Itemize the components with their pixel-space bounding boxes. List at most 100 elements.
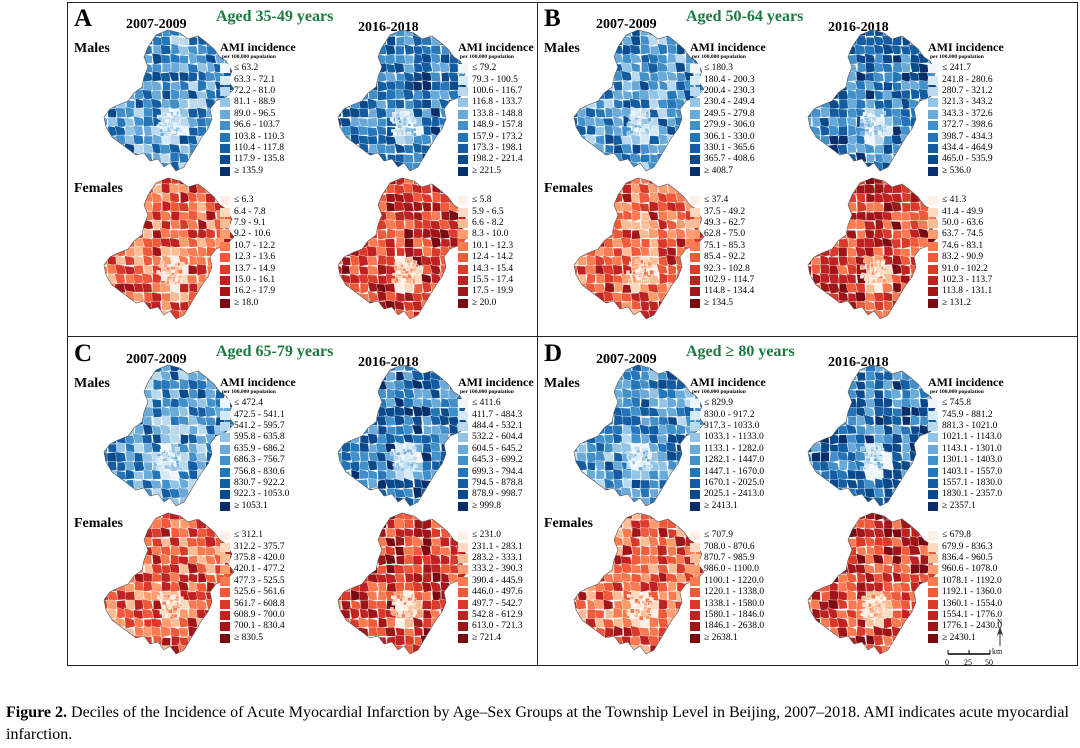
legend-row: 333.2 - 390.3 [458,564,558,575]
township-region [341,256,351,266]
township-region [873,458,878,462]
legend-label: 241.8 - 280.6 [942,74,993,85]
township-region [132,30,145,38]
legend-label: ≤ 63.2 [234,63,259,74]
township-region [341,591,352,601]
township-region [422,281,432,294]
township-region [224,30,234,38]
township-region [107,152,118,165]
legend-swatch [458,64,468,74]
legend-row: 15.0 - 16.1 [220,275,320,286]
township-region [808,300,813,313]
township-region [420,318,433,319]
township-region [359,461,370,471]
legend-label: 81.1 - 88.9 [234,97,276,108]
township-region [367,460,378,471]
township-region [115,229,127,239]
township-region [163,126,168,131]
legend-label: 173.3 - 198.1 [472,142,523,153]
township-region [338,238,342,248]
legend-row: 63.7 - 74.5 [928,229,1028,240]
legend-swatch [458,553,468,563]
township-region [358,192,371,204]
legend-label: 497.7 - 542.7 [472,598,523,609]
township-region [864,387,875,400]
township-region [166,457,172,461]
township-region [106,434,117,445]
township-region [884,116,893,127]
township-region [640,545,651,556]
township-region [341,555,353,565]
township-region [909,461,921,472]
township-region [873,487,885,499]
township-region [865,99,875,110]
township-region [134,193,145,203]
township-region [909,450,920,462]
township-region [204,416,217,426]
township-region [884,389,893,400]
township-region [384,70,397,84]
township-region [630,111,635,116]
township-region [576,396,587,410]
township-region [406,446,410,450]
township-region [836,388,849,400]
township-region [811,300,823,312]
township-region [105,80,117,91]
township-region [169,626,181,638]
township-region [123,178,136,186]
township-region [395,236,405,249]
township-region [234,654,238,658]
township-region [820,88,832,101]
township-region [385,63,396,74]
legend-swatch [458,287,468,297]
legend-swatch [690,155,700,165]
legend-row: 7.9 - 9.1 [220,218,320,229]
township-region [376,53,387,65]
township-region [675,488,686,499]
township-region [367,469,378,482]
township-region [676,30,687,38]
legend-label: 83.2 - 90.9 [942,252,984,263]
township-region [195,443,207,454]
township-region [340,53,352,64]
township-region [575,546,588,557]
township-region [878,126,883,131]
legend-swatch [690,207,700,217]
township-region [604,536,615,548]
township-region [338,380,343,390]
legend-row: 81.1 - 88.9 [220,97,320,108]
legend-row: 542.8 - 612.9 [458,610,558,621]
township-region [359,564,370,574]
township-region [104,182,109,195]
legend-swatch [458,241,468,251]
township-region [124,379,135,390]
township-region [855,193,866,203]
sex-label-females: Females [544,181,593,196]
township-region [577,255,587,266]
township-region [177,162,189,171]
township-region [439,469,452,480]
township-region [160,652,171,654]
legend-swatch [928,399,938,409]
township-region [348,236,361,249]
township-region [585,178,597,186]
township-region [622,517,633,529]
township-region [918,365,930,374]
legend-label: 113.8 - 131.1 [942,286,993,297]
township-region [104,30,108,37]
township-region [412,98,423,110]
township-region [358,45,370,56]
township-region [104,379,108,390]
township-region [142,178,154,186]
township-region [174,278,179,282]
township-region [206,126,217,137]
township-region [115,184,126,194]
township-region [171,34,181,48]
township-region [819,218,830,232]
township-region [675,513,686,521]
township-region [900,45,911,56]
township-region [393,434,405,444]
township-region [350,554,360,565]
choropleth-map-fl [568,175,708,323]
township-region [213,30,226,37]
